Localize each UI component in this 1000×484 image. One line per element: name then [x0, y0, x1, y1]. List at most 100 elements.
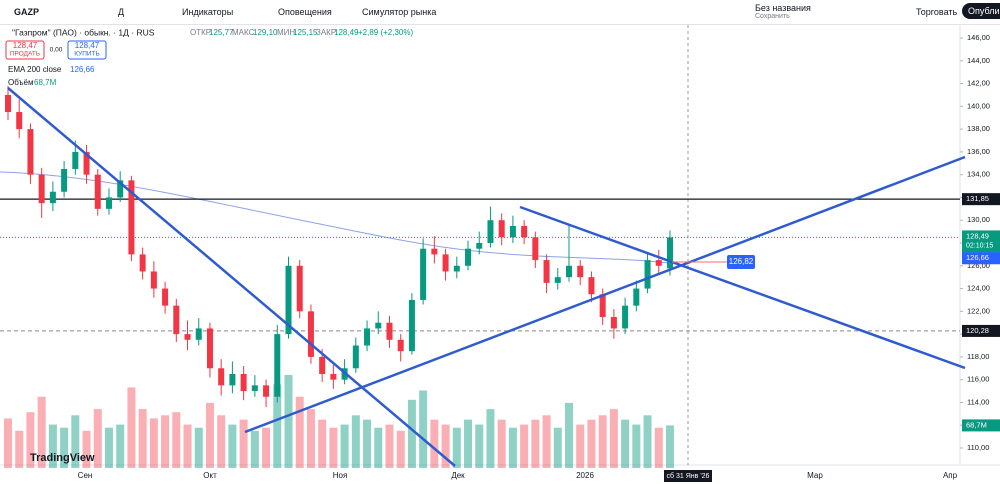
volume-bar — [632, 424, 641, 468]
volume-bar — [329, 427, 338, 468]
y-tick-label: 130,00 — [967, 215, 990, 224]
replay[interactable]: Симулятор рынка — [362, 7, 437, 17]
candle-body — [610, 317, 617, 329]
candle-body — [206, 328, 213, 369]
candle-body — [352, 345, 359, 369]
close-label: ЗАКР — [316, 28, 336, 37]
volume-bar — [654, 427, 663, 468]
price-tag — [962, 193, 1000, 206]
candle-body — [509, 225, 516, 238]
candle-body — [49, 191, 56, 204]
candle-body — [285, 265, 292, 335]
candle-body — [330, 373, 337, 380]
symbol[interactable]: GAZP — [14, 7, 40, 17]
sell-button[interactable] — [5, 40, 45, 60]
volume-bar — [464, 419, 473, 468]
candle-body — [431, 248, 438, 255]
candle-body — [139, 254, 146, 272]
volume-bar — [82, 430, 91, 468]
volume-bar — [295, 396, 304, 468]
candle-body — [577, 265, 584, 278]
change: +2,89 (+2,30%) — [358, 28, 413, 37]
volume-bar — [385, 424, 394, 468]
y-tick-label: 144,00 — [967, 56, 990, 65]
high-label: МАКС — [232, 28, 255, 37]
candle-body — [128, 180, 135, 255]
volume-bar — [407, 399, 416, 468]
candle-body — [375, 322, 382, 329]
volume-bar — [318, 419, 327, 468]
toolbar: GAZP Д Индикаторы Оповещения Симулятор р… — [0, 0, 1000, 25]
volume-bar — [15, 430, 24, 468]
open-label: ОТКР — [190, 28, 211, 37]
volume-bar — [419, 390, 428, 468]
y-tick-label: 114,00 — [967, 397, 989, 406]
candle-body — [498, 220, 505, 238]
candle-body — [487, 220, 494, 243]
volume-bar — [430, 419, 439, 468]
volume-bar — [26, 412, 35, 468]
candle-body — [521, 225, 528, 238]
candle-body — [476, 243, 483, 249]
candle-body — [386, 322, 393, 340]
buy-button[interactable] — [67, 40, 107, 60]
candle-body — [195, 328, 202, 340]
candle-body — [319, 356, 326, 374]
candle-body — [27, 129, 34, 175]
candle-body — [465, 248, 472, 266]
indicators[interactable]: Индикаторы — [182, 7, 234, 17]
volume-bar — [441, 424, 450, 468]
volume-bar — [542, 415, 551, 468]
publish[interactable]: Опублик — [962, 3, 1000, 19]
volume-bar — [351, 415, 360, 468]
volume-bar — [149, 418, 158, 468]
volume-bar — [374, 427, 383, 468]
countdown: 02:10:15 — [966, 242, 993, 249]
candle-body — [442, 254, 449, 272]
volume-bar — [273, 384, 282, 468]
volume-bar — [621, 419, 630, 468]
candle-body — [5, 94, 11, 113]
price-tag-label: 126,66 — [966, 253, 989, 262]
candle-body — [453, 265, 460, 272]
price-tag-label: 128,49 — [966, 231, 989, 240]
volume-bar — [127, 387, 136, 468]
volume-bar — [228, 424, 237, 468]
volume-bar — [665, 425, 674, 468]
candle-body — [296, 265, 303, 312]
volume-bar — [598, 415, 607, 468]
candle-body — [566, 265, 572, 278]
y-tick-label: 142,00 — [967, 79, 990, 88]
volume-bar — [475, 424, 484, 468]
volume-bar — [576, 424, 585, 468]
candle-body — [184, 334, 191, 340]
candle-body — [162, 288, 169, 306]
candle-body — [599, 294, 606, 318]
candle-body — [105, 197, 112, 209]
volume-bar — [194, 427, 203, 468]
x-tick-label: Мар — [807, 471, 823, 480]
candle-body — [263, 385, 270, 397]
y-tick-label: 116,00 — [967, 375, 989, 384]
candle-body — [420, 248, 427, 300]
candle-body — [644, 260, 651, 289]
y-tick-label: 126,00 — [967, 261, 990, 270]
trade[interactable]: Торговать — [916, 7, 958, 17]
ema-label: EMA 200 close — [8, 65, 62, 74]
high: 129,10 — [253, 28, 278, 37]
buy-price: 128,47 — [75, 41, 100, 50]
volume-bar — [340, 424, 349, 468]
volume-bar — [486, 409, 495, 468]
candle-body — [117, 180, 124, 198]
layout-name[interactable]: Без названия — [755, 3, 811, 13]
candle-body — [397, 339, 404, 352]
y-tick-label: 138,00 — [967, 124, 990, 133]
alerts[interactable]: Оповещения — [278, 7, 332, 17]
interval[interactable]: Д — [118, 7, 125, 17]
candle-body — [240, 373, 247, 392]
volume-bar — [587, 419, 596, 468]
candle-body — [666, 237, 673, 269]
price-tag-label: 120,28 — [966, 326, 989, 335]
volume-bar — [48, 424, 57, 468]
